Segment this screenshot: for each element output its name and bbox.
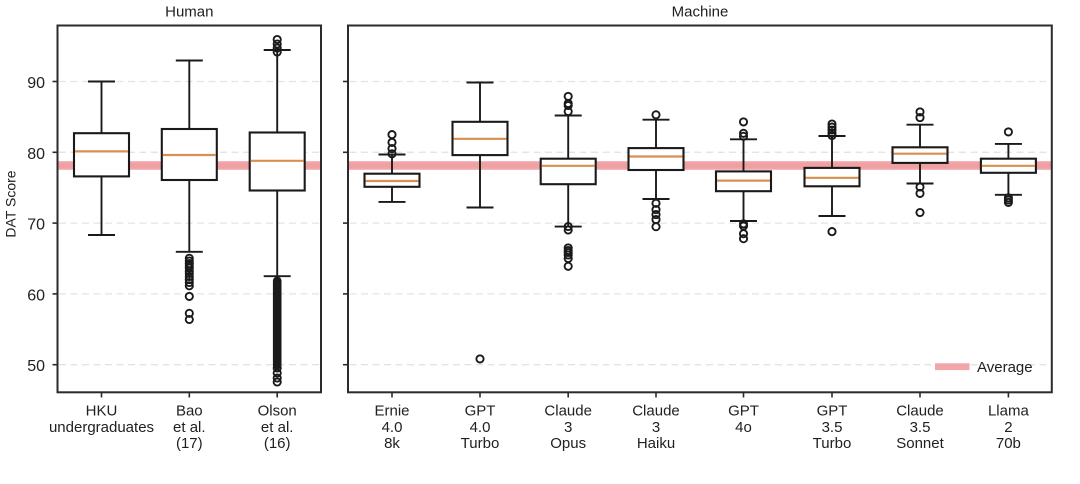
svg-text:70b: 70b xyxy=(996,435,1021,452)
svg-text:Machine: Machine xyxy=(672,4,729,21)
svg-text:4o: 4o xyxy=(735,419,752,436)
svg-text:Turbo: Turbo xyxy=(461,435,500,452)
svg-text:Bao: Bao xyxy=(176,402,203,419)
svg-text:Llama: Llama xyxy=(988,402,1030,419)
svg-text:Claude: Claude xyxy=(896,402,944,419)
svg-text:Haiku: Haiku xyxy=(637,435,675,452)
svg-text:3: 3 xyxy=(652,419,660,436)
svg-text:Claude: Claude xyxy=(544,402,592,419)
svg-text:(16): (16) xyxy=(264,435,291,452)
svg-text:et al.: et al. xyxy=(261,419,294,436)
svg-text:8k: 8k xyxy=(384,435,400,452)
svg-text:Turbo: Turbo xyxy=(813,435,852,452)
svg-text:GPT: GPT xyxy=(817,402,848,419)
svg-text:Claude: Claude xyxy=(632,402,680,419)
svg-text:3.5: 3.5 xyxy=(822,419,843,436)
svg-text:Human: Human xyxy=(165,4,213,21)
svg-text:70: 70 xyxy=(27,217,45,234)
svg-text:3: 3 xyxy=(564,419,572,436)
svg-text:3.5: 3.5 xyxy=(910,419,931,436)
svg-text:undergraduates: undergraduates xyxy=(49,419,154,436)
svg-text:Ernie: Ernie xyxy=(374,402,409,419)
svg-text:DAT Score: DAT Score xyxy=(3,170,19,237)
svg-text:Average: Average xyxy=(977,359,1033,376)
svg-text:HKU: HKU xyxy=(86,402,118,419)
svg-text:GPT: GPT xyxy=(465,402,496,419)
svg-text:Olson: Olson xyxy=(258,402,297,419)
svg-text:60: 60 xyxy=(27,287,45,304)
svg-text:(17): (17) xyxy=(176,435,203,452)
svg-text:GPT: GPT xyxy=(728,402,759,419)
svg-text:50: 50 xyxy=(27,358,45,375)
svg-text:Opus: Opus xyxy=(550,435,586,452)
svg-text:90: 90 xyxy=(27,75,45,92)
svg-text:80: 80 xyxy=(27,146,45,163)
svg-text:2: 2 xyxy=(1004,419,1012,436)
svg-text:et al.: et al. xyxy=(173,419,206,436)
svg-text:4.0: 4.0 xyxy=(470,419,491,436)
svg-text:4.0: 4.0 xyxy=(382,419,403,436)
svg-text:Sonnet: Sonnet xyxy=(896,435,944,452)
